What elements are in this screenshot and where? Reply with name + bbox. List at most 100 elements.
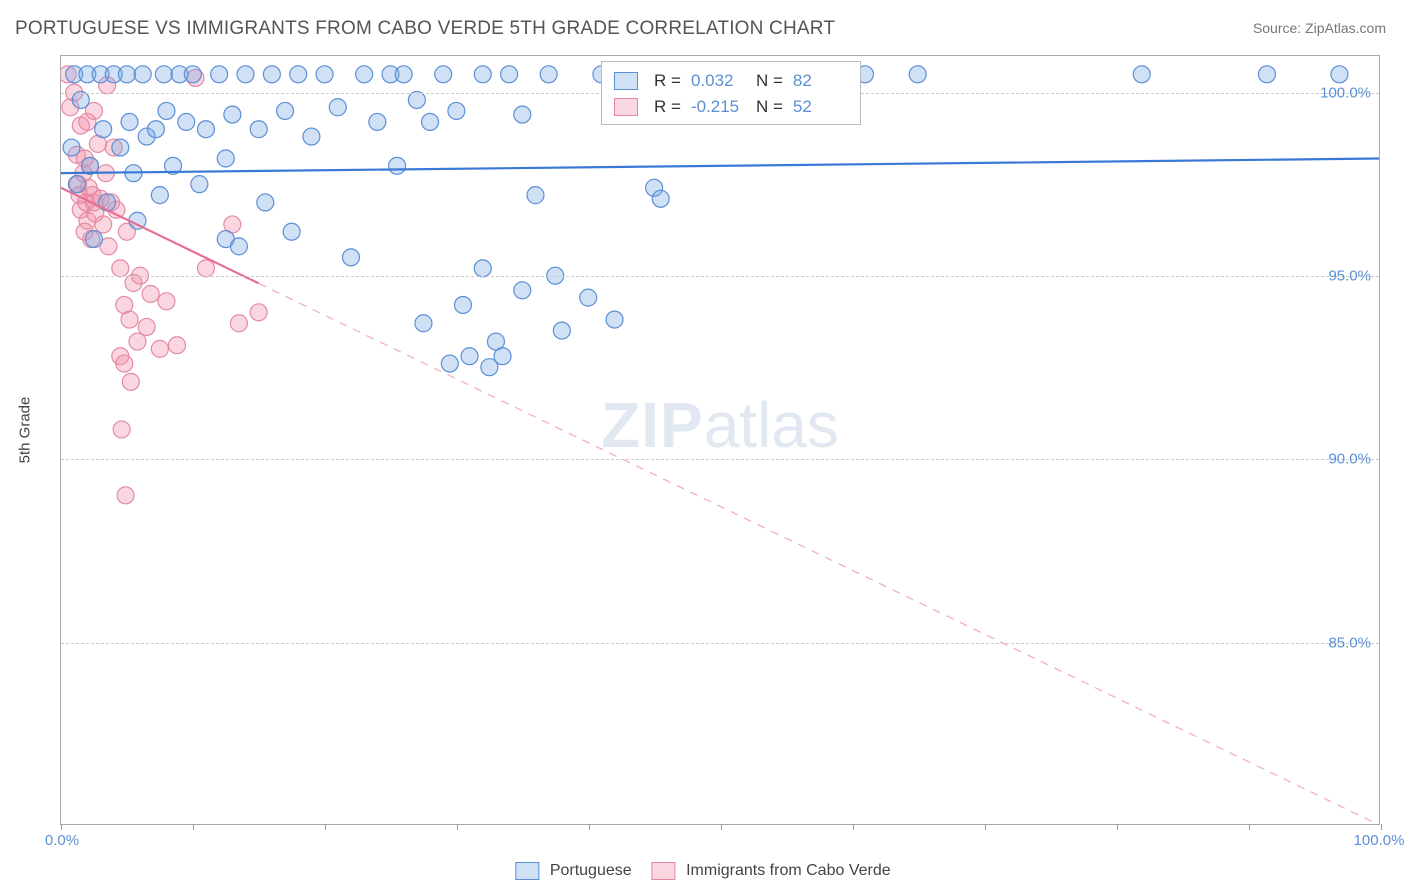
x-min-label: 0.0% [45, 832, 79, 849]
r-label-1: R = [654, 68, 681, 94]
y-tick-label: 100.0% [1320, 84, 1371, 101]
r-value-1: 0.032 [691, 68, 746, 94]
scatter-point-series2 [250, 304, 267, 321]
legend-item-series2: Immigrants from Cabo Verde [652, 862, 891, 880]
legend-label-series2: Immigrants from Cabo Verde [686, 862, 891, 879]
y-axis-label: 5th Grade [17, 397, 34, 464]
scatter-point-series2 [113, 421, 130, 438]
x-tick [589, 824, 590, 830]
scatter-point-series1 [540, 66, 557, 83]
x-tick [721, 824, 722, 830]
n-value-1: 82 [793, 68, 848, 94]
scatter-point-series1 [415, 315, 432, 332]
n-value-2: 52 [793, 94, 848, 120]
scatter-point-series1 [494, 348, 511, 365]
scatter-point-series2 [197, 260, 214, 277]
scatter-point-series1 [422, 113, 439, 130]
scatter-point-series1 [514, 282, 531, 299]
scatter-point-series2 [116, 355, 133, 372]
scatter-point-series1 [290, 66, 307, 83]
chart-area: ZIPatlas 100.0%95.0%90.0%85.0% 0.0% 100.… [60, 55, 1380, 825]
legend-row-1: R = 0.032 N = 82 [614, 68, 848, 94]
scatter-point-series1 [369, 113, 386, 130]
scatter-point-series1 [474, 260, 491, 277]
gridline [61, 276, 1379, 277]
scatter-point-series1 [1258, 66, 1275, 83]
y-tick-label: 90.0% [1328, 451, 1371, 468]
scatter-point-series1 [408, 91, 425, 108]
x-max-label: 100.0% [1354, 832, 1405, 849]
y-tick-label: 85.0% [1328, 634, 1371, 651]
scatter-point-series1 [454, 296, 471, 313]
correlation-legend: R = 0.032 N = 82 R = -0.215 N = 52 [601, 61, 861, 125]
legend-label-series1: Portuguese [550, 862, 632, 879]
scatter-point-series1 [329, 99, 346, 116]
scatter-point-series1 [134, 66, 151, 83]
scatter-point-series2 [151, 340, 168, 357]
source-attribution: Source: ZipAtlas.com [1253, 20, 1386, 36]
scatter-point-series2 [158, 293, 175, 310]
scatter-point-series1 [342, 249, 359, 266]
scatter-point-series1 [316, 66, 333, 83]
scatter-point-series1 [112, 139, 129, 156]
scatter-point-series1 [184, 66, 201, 83]
trendline-series2-dashed [259, 283, 1379, 824]
scatter-point-series1 [283, 223, 300, 240]
scatter-point-series1 [147, 121, 164, 138]
scatter-point-series2 [122, 373, 139, 390]
plot-svg [61, 56, 1379, 825]
scatter-point-series1 [527, 187, 544, 204]
x-tick [1249, 824, 1250, 830]
scatter-point-series1 [63, 139, 80, 156]
scatter-point-series1 [257, 194, 274, 211]
bottom-legend: Portuguese Immigrants from Cabo Verde [515, 862, 890, 880]
scatter-point-series1 [1133, 66, 1150, 83]
scatter-point-series1 [72, 91, 89, 108]
scatter-point-series1 [263, 66, 280, 83]
scatter-point-series1 [121, 113, 138, 130]
n-label-2: N = [756, 94, 783, 120]
scatter-point-series1 [237, 66, 254, 83]
scatter-point-series1 [474, 66, 491, 83]
scatter-point-series2 [138, 318, 155, 335]
r-label-2: R = [654, 94, 681, 120]
scatter-point-series1 [197, 121, 214, 138]
x-tick [853, 824, 854, 830]
scatter-point-series1 [217, 150, 234, 167]
x-tick [1117, 824, 1118, 830]
scatter-point-series1 [435, 66, 452, 83]
x-tick [457, 824, 458, 830]
scatter-point-series1 [553, 322, 570, 339]
scatter-point-series2 [95, 216, 112, 233]
scatter-point-series1 [606, 311, 623, 328]
scatter-point-series1 [356, 66, 373, 83]
scatter-point-series1 [277, 102, 294, 119]
scatter-point-series1 [389, 157, 406, 174]
scatter-point-series1 [95, 121, 112, 138]
scatter-point-series2 [230, 315, 247, 332]
scatter-point-series2 [168, 337, 185, 354]
legend-swatch-series1 [614, 72, 638, 90]
legend-swatch-series1-b [515, 862, 539, 880]
scatter-point-series1 [178, 113, 195, 130]
scatter-point-series1 [652, 190, 669, 207]
scatter-point-series1 [250, 121, 267, 138]
scatter-point-series1 [230, 238, 247, 255]
scatter-point-series2 [121, 311, 138, 328]
scatter-point-series1 [501, 66, 518, 83]
scatter-point-series1 [448, 102, 465, 119]
scatter-point-series1 [151, 187, 168, 204]
legend-swatch-series2-b [652, 862, 676, 880]
scatter-point-series1 [1331, 66, 1348, 83]
scatter-point-series2 [129, 333, 146, 350]
x-tick [985, 824, 986, 830]
scatter-point-series2 [142, 285, 159, 302]
r-value-2: -0.215 [691, 94, 746, 120]
scatter-point-series1 [85, 231, 102, 248]
scatter-point-series1 [461, 348, 478, 365]
scatter-point-series2 [112, 260, 129, 277]
scatter-point-series1 [191, 176, 208, 193]
chart-title: PORTUGUESE VS IMMIGRANTS FROM CABO VERDE… [15, 18, 835, 40]
x-tick [1381, 824, 1382, 830]
x-tick [325, 824, 326, 830]
